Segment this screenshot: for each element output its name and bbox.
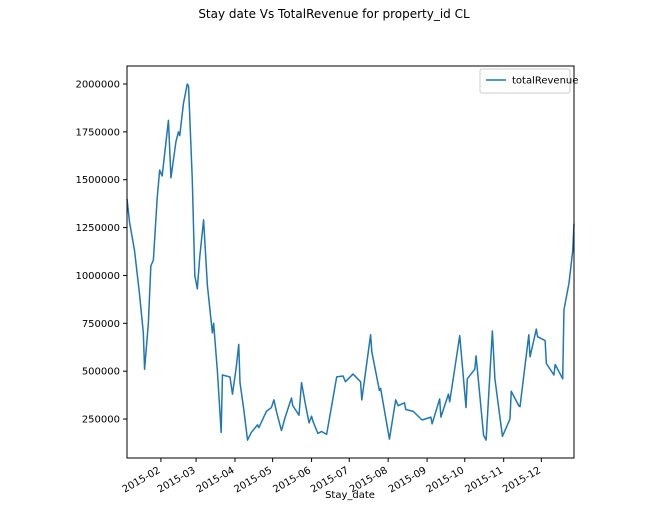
y-tick-label: 1500000 bbox=[75, 175, 120, 186]
y-tick-label: 1250000 bbox=[75, 223, 120, 234]
x-tick-label: 2015-03 bbox=[156, 465, 198, 495]
x-tick-label: 2015-10 bbox=[425, 465, 467, 495]
y-tick-label: 2000000 bbox=[75, 79, 120, 90]
plot-frame bbox=[126, 65, 575, 459]
line-series bbox=[126, 83, 575, 441]
x-tick-label: 2015-02 bbox=[121, 465, 163, 495]
legend-label: totalRevenue bbox=[512, 76, 578, 87]
chart-title: Stay date Vs TotalRevenue for property_i… bbox=[198, 7, 470, 21]
y-tick-label: 1000000 bbox=[75, 271, 120, 282]
y-tick-label: 1750000 bbox=[75, 127, 120, 138]
y-tick-label: 250000 bbox=[82, 415, 120, 426]
x-axis-label: Stay_date bbox=[325, 490, 375, 501]
x-tick-label: 2015-05 bbox=[232, 465, 274, 495]
x-tick-label: 2015-09 bbox=[387, 465, 429, 495]
x-tick-label: 2015-06 bbox=[271, 465, 313, 495]
legend-box bbox=[479, 68, 571, 94]
x-tick-label: 2015-04 bbox=[195, 465, 237, 495]
y-tick-label: 750000 bbox=[82, 319, 120, 330]
x-tick-label: 2015-12 bbox=[501, 465, 543, 495]
x-tick-label: 2015-11 bbox=[463, 465, 505, 495]
y-tick-label: 500000 bbox=[82, 367, 120, 378]
